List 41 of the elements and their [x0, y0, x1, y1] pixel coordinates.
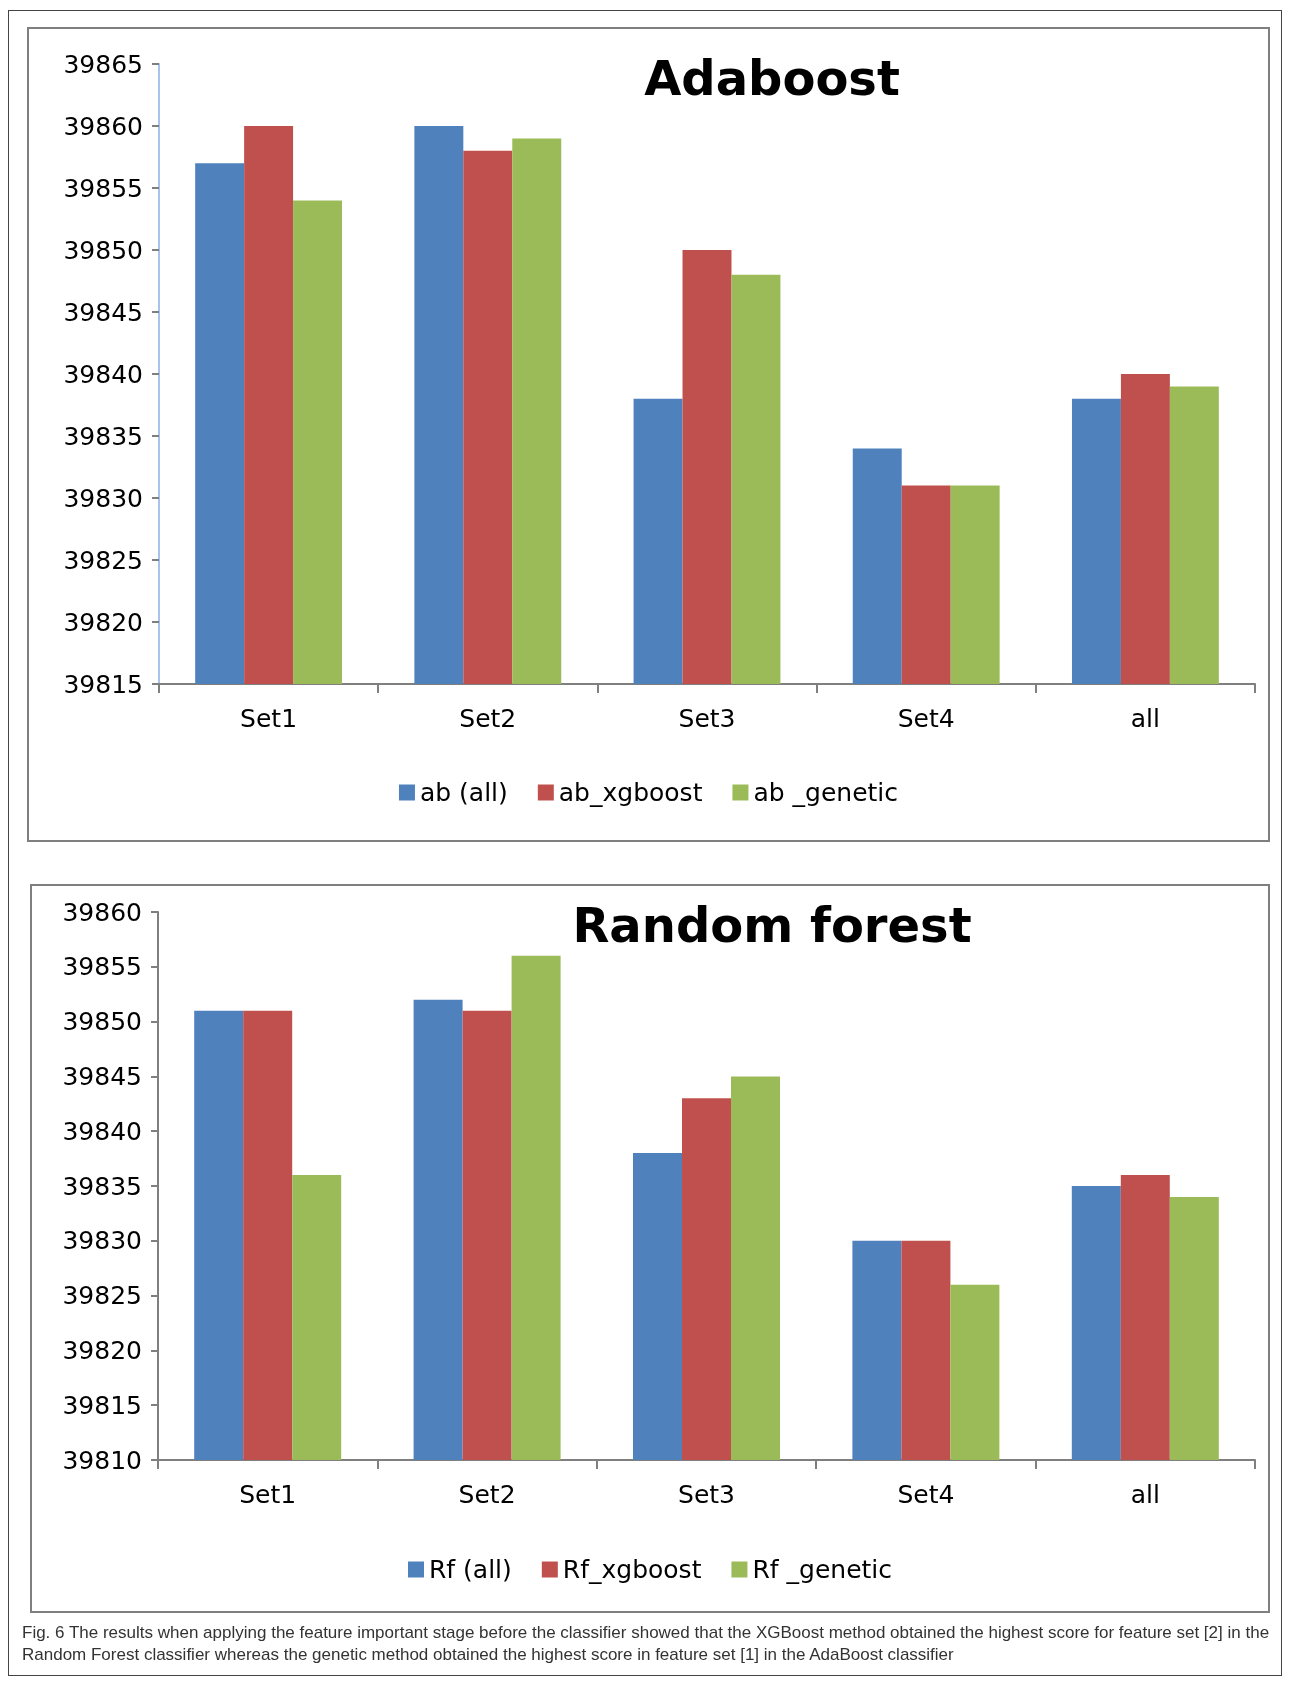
y-tick-label: 39830 [63, 483, 143, 513]
caption: Fig. 6 The results when applying the feature important stage before the classifier showed that the XGBoost method obtained the highest score for feature set [2] in the Random Forest classifier whereas the genetic method obtained the highest score in feature set [1] in the AdaBoost classifier [22, 1622, 1271, 1666]
y-tick-label: 39815 [63, 669, 143, 699]
legend-label: ab (all) [419, 778, 508, 807]
y-tick-label: 39850 [63, 235, 143, 265]
x-tick-label: Set2 [458, 1480, 516, 1509]
y-tick-label: 39840 [63, 359, 143, 389]
chart-title: Random forest [572, 897, 972, 953]
x-tick-label: Set1 [239, 1480, 297, 1509]
y-tick-label: 39855 [63, 173, 143, 203]
legend-label: ab _genetic [753, 778, 899, 807]
chart-title: Adaboost [644, 50, 900, 106]
y-tick-label: 39850 [62, 1007, 142, 1037]
y-tick-label: 39820 [62, 1335, 142, 1365]
x-tick-label: all [1130, 1480, 1160, 1509]
x-tick-label: Set1 [240, 704, 298, 733]
y-tick-label: 39840 [62, 1116, 142, 1146]
legend-label: Rf _genetic [752, 1555, 893, 1584]
y-tick-label: 39815 [62, 1390, 142, 1420]
y-tick-label: 39825 [62, 1281, 142, 1311]
y-tick-label: 39830 [62, 1226, 142, 1256]
y-tick-label: 39810 [62, 1445, 142, 1475]
x-tick-label: all [1130, 704, 1161, 733]
legend-label: Rf (all) [428, 1555, 512, 1584]
x-tick-label: Set3 [678, 1480, 735, 1509]
y-tick-label: 39860 [63, 111, 143, 141]
x-tick-label: Set3 [678, 704, 736, 733]
y-tick-label: 39860 [62, 897, 142, 927]
y-tick-label: 39835 [63, 421, 143, 451]
legend-label: Rf_xgboost [562, 1555, 702, 1584]
x-tick-label: Set4 [897, 704, 955, 733]
y-tick-label: 39835 [62, 1171, 142, 1201]
x-tick-label: Set2 [459, 704, 517, 733]
y-tick-label: 39845 [63, 297, 143, 327]
y-tick-label: 39845 [62, 1061, 142, 1091]
legend-label: ab_xgboost [558, 778, 703, 807]
x-tick-label: Set4 [897, 1480, 955, 1509]
y-tick-label: 39820 [63, 607, 143, 637]
y-tick-label: 39865 [63, 49, 143, 79]
y-tick-label: 39855 [62, 952, 142, 982]
y-tick-label: 39825 [63, 545, 143, 575]
